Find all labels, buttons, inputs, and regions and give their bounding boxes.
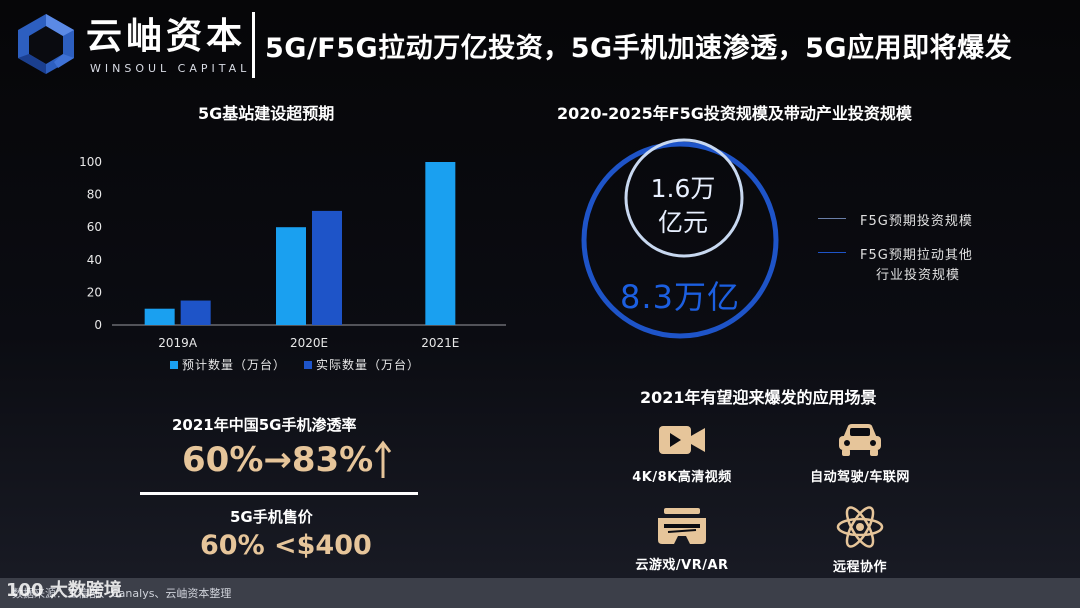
investment-title: 2020-2025年F5G投资规模及带动产业投资规模 [557,104,912,123]
price-label: 5G手机售价 [230,508,313,526]
inner-value-line2: 亿元 [657,208,708,237]
x-tick-label: 2021E [421,336,459,350]
legend-label-actual: 实际数量（万台） [316,358,421,372]
legend-item-actual: 实际数量（万台） [304,356,420,373]
car-icon [839,424,881,456]
legend-label-other-1: F5G预期拉动其他 [860,248,973,263]
legend-label-f5g: F5G预期投资规模 [860,214,973,229]
brand-name-en: WINSOUL CAPITAL [90,62,251,75]
vr-headset-icon [658,508,706,544]
x-tick-label: 2019A [158,336,198,350]
inner-circle-value: 1.6万 亿元 [628,172,738,240]
bar-2020E-1 [312,210,342,325]
bar-2020E-0 [276,227,306,325]
y-tick-label: 100 [79,155,102,169]
bar-2021E-0 [425,162,456,325]
app-item-collab: 远程协作 [795,504,925,575]
bar-chart-legend: 预计数量（万台） 实际数量（万台） [170,356,434,373]
legend-item-expected: 预计数量（万台） [170,356,286,373]
header: 云岫资本 WINSOUL CAPITAL 5G/F5G拉动万亿投资，5G手机加速… [0,0,1080,92]
app-label-collab: 远程协作 [832,560,887,575]
brand-name-cn: 云岫资本 [86,15,247,57]
x-tick-label: 2020E [290,336,328,350]
inner-value-line1: 1.6万 [650,174,716,203]
source-note: 数据来源：工信部、Canalys、云岫资本整理 [12,587,232,600]
app-label-video: 4K/8K高清视频 [632,470,732,485]
penetration-label: 2021年中国5G手机渗透率 [172,416,357,434]
bar-chart-title: 5G基站建设超预期 [198,104,335,123]
app-item-video: 4K/8K高清视频 [617,420,747,485]
y-tick-label: 20 [87,285,102,299]
legend-label-other-2: 行业投资规模 [876,268,961,283]
y-tick-label: 0 [94,318,102,332]
page-title: 5G/F5G拉动万亿投资，5G手机加速渗透，5G应用即将爆发 [265,33,1013,64]
outer-circle-value: 8.3万亿 [620,278,740,316]
watermark: 100 大数跨境 [6,580,122,601]
header-divider [252,12,255,78]
up-arrow-icon [374,440,392,478]
bar-2019A-0 [144,308,175,325]
bar-2019A-1 [180,300,211,325]
legend-swatch-expected [170,360,178,369]
app-item-car: 自动驾驶/车联网 [795,420,925,485]
app-label-vr: 云游戏/VR/AR [635,558,729,573]
bar-chart: 0 20 40 60 80 100 2019A 2020E 2021E [79,155,506,350]
winsoul-logo-icon [18,14,74,74]
price-value: 60% <$400 [200,530,372,561]
footer-bar [0,578,1080,608]
inner-circle [624,138,744,258]
investment-circles [581,138,779,339]
atom-icon [836,506,884,548]
penetration-value: 60%→83% [182,440,374,480]
legend-label-expected: 预计数量（万台） [182,358,287,372]
y-tick-label: 80 [87,188,102,202]
legend-line-f5g [818,218,846,219]
applications-title: 2021年有望迎来爆发的应用场景 [640,388,877,407]
stats-divider [140,492,418,495]
legend-line-other [818,252,846,253]
app-label-car: 自动驾驶/车联网 [810,470,910,485]
y-tick-label: 60 [87,220,102,234]
outer-circle [581,141,779,339]
app-item-vr: 云游戏/VR/AR [617,506,747,573]
legend-swatch-actual [304,360,313,369]
y-tick-label: 40 [87,253,102,267]
video-camera-icon [659,426,705,454]
